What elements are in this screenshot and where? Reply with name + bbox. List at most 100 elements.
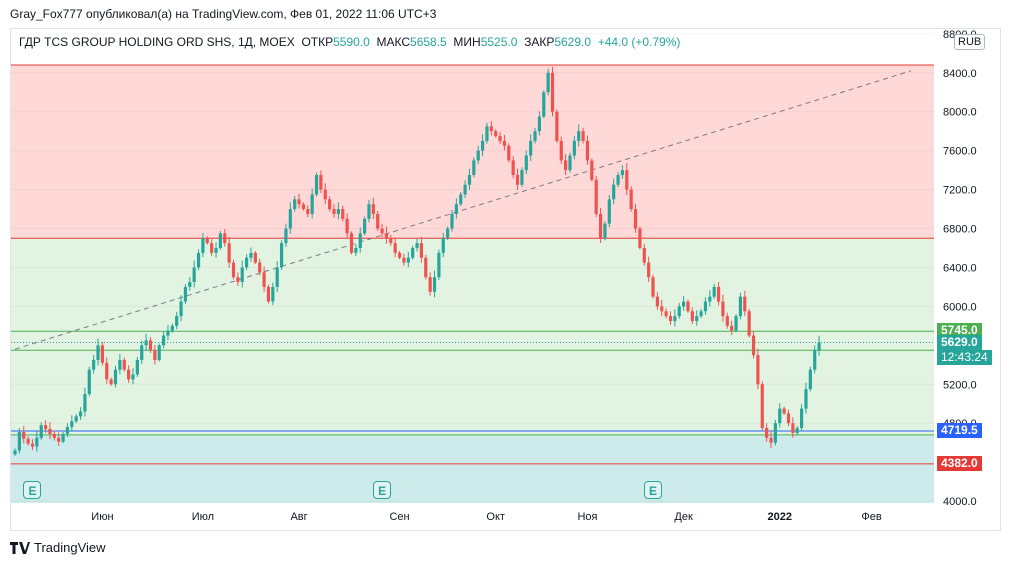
price-label: 4382.0	[937, 455, 982, 471]
candle	[555, 109, 559, 143]
candle	[284, 223, 288, 248]
candle	[568, 152, 572, 173]
y-tick-label: 6000.0	[943, 301, 977, 313]
candle	[271, 282, 275, 306]
chart-area[interactable]	[10, 28, 1001, 531]
candle-body	[620, 170, 625, 175]
candle	[57, 432, 61, 446]
candle	[747, 308, 751, 338]
candle	[424, 254, 428, 280]
candle-body	[371, 204, 375, 214]
candle	[638, 226, 642, 250]
candle-body	[550, 72, 555, 112]
candle-body	[43, 425, 48, 430]
candle	[148, 337, 153, 353]
candle-body	[502, 140, 507, 146]
candle-body	[358, 233, 362, 248]
candle	[664, 308, 668, 319]
candle-body	[559, 140, 563, 161]
candle-body	[730, 325, 734, 331]
candle-body	[603, 223, 607, 239]
high-label: МАКС	[376, 35, 411, 49]
candle-body	[817, 342, 821, 351]
candle	[647, 256, 651, 282]
candle	[699, 308, 703, 319]
candle-body	[262, 272, 266, 287]
candle-body	[721, 301, 725, 317]
footer-brand: TradingView	[34, 540, 106, 555]
currency-button[interactable]: RUB	[954, 34, 986, 50]
earnings-icon[interactable]: E	[644, 481, 663, 499]
candle	[655, 292, 659, 310]
candle-body	[476, 150, 480, 161]
candle	[703, 297, 708, 315]
candle-body	[314, 174, 319, 195]
candle	[730, 320, 734, 336]
candle	[489, 120, 493, 136]
candle-body	[78, 411, 83, 417]
candle	[708, 290, 712, 307]
candle-body	[166, 330, 170, 336]
candle	[205, 236, 209, 245]
candle	[712, 284, 716, 299]
candle	[65, 423, 70, 438]
candle-body	[258, 262, 262, 273]
candle	[725, 312, 729, 329]
candle	[813, 345, 817, 374]
candle	[577, 124, 581, 147]
y-tick-label: 7200.0	[943, 185, 977, 197]
candle	[218, 230, 222, 250]
candle-body	[205, 238, 209, 244]
y-tick-label: 7600.0	[943, 146, 977, 158]
candle-body	[686, 301, 690, 312]
candle	[537, 111, 541, 136]
candle	[78, 407, 83, 420]
candle	[328, 196, 332, 212]
candle-body	[201, 238, 205, 253]
candle	[502, 135, 507, 151]
candle	[791, 417, 795, 438]
candle-body	[393, 243, 397, 253]
candle-body	[537, 116, 541, 132]
candle-body	[568, 155, 572, 171]
candle	[22, 426, 26, 444]
zone-2	[11, 434, 934, 503]
candle-body	[511, 160, 515, 175]
candle-body	[507, 145, 511, 161]
candle	[817, 335, 821, 356]
candle	[673, 309, 677, 327]
candle-body	[773, 423, 777, 443]
candle-body	[227, 243, 231, 263]
candle	[52, 430, 56, 441]
candle-body	[70, 421, 74, 428]
candle-body	[800, 408, 804, 429]
candle	[61, 431, 65, 444]
candle-body	[778, 408, 782, 424]
candle-body	[118, 359, 122, 370]
candle	[485, 122, 489, 144]
candle-body	[96, 345, 100, 360]
candle	[249, 247, 253, 263]
candle	[367, 199, 371, 223]
candle	[183, 284, 188, 304]
earnings-icon[interactable]: E	[23, 481, 42, 499]
candle-body	[668, 316, 673, 321]
candle-body	[39, 425, 43, 438]
low-value: 5525.0	[480, 35, 518, 49]
low-label: МИН	[453, 35, 481, 49]
tradingview-logo-icon	[10, 541, 30, 554]
candle-body	[92, 359, 96, 370]
candle	[432, 270, 437, 298]
candle	[778, 403, 782, 428]
close-value: 5629.0	[554, 35, 592, 49]
candle	[179, 295, 183, 322]
candle-body	[472, 160, 476, 175]
candle	[459, 192, 463, 207]
candle-body	[533, 131, 537, 141]
candle-body	[664, 311, 668, 317]
x-tick-label: Ноя	[577, 511, 597, 523]
candle-body	[218, 233, 222, 248]
earnings-icon[interactable]: E	[373, 481, 392, 499]
y-tick-label: 6400.0	[943, 262, 977, 274]
